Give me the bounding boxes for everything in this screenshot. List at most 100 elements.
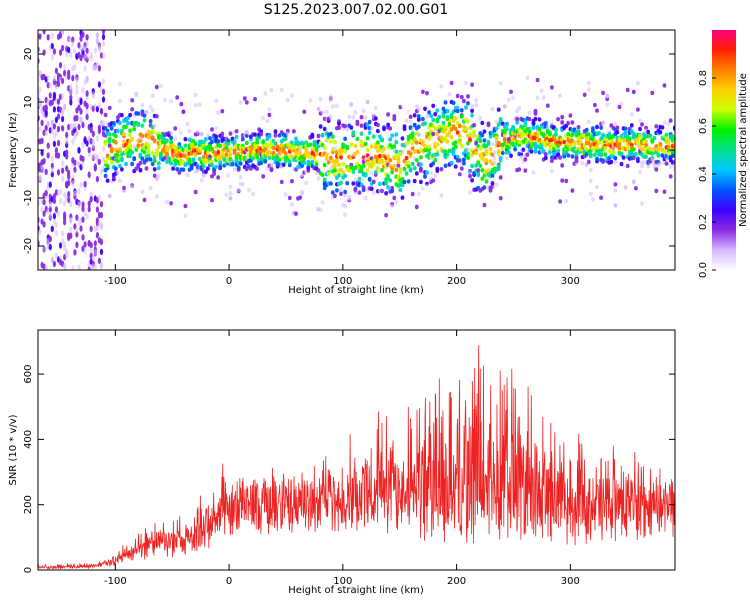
spectrogram-y-ticks: -20 -10 0 10 20 [23,48,675,254]
spectrogram-cell [666,140,671,146]
spectrogram-cell [204,169,208,174]
spectrogram-cell [142,118,147,123]
spectrogram-cell [271,121,276,126]
spectrogram-cell [367,176,372,182]
spectrogram-cell [230,123,235,128]
spectrogram-cell [105,163,110,169]
spectrogram-cell [476,194,481,200]
spectrogram-cell [103,173,108,179]
spectrogram-cell [89,225,93,233]
spectrogram-cell [44,124,48,132]
spectrogram-cell [498,175,503,180]
spectrogram-cell [228,152,233,157]
spectrogram-cell [75,77,79,84]
spectrogram-cell [431,131,436,137]
spectrogram-cell [369,170,374,176]
spectrogram-cell [416,191,421,197]
spectrogram-cell [588,167,593,173]
spectrogram-cell [408,151,413,156]
spectrogram-cell [69,200,73,208]
snr-y-tick-label: 0 [23,567,34,573]
spectrogram-cell [54,67,59,75]
spectrogram-cell [492,185,497,191]
spectrogram-cell [369,186,374,191]
spectrogram-cell [46,120,50,128]
spectrogram-cell [181,167,186,172]
spectrogram-cell [560,163,565,168]
spectrogram-cell [666,121,671,126]
spectrogram-cell [445,114,450,120]
spectrogram-cell [423,106,427,112]
spectrogram-cell [238,161,243,166]
spectrogram-cell [388,126,393,131]
spectrogram-cell [613,188,618,193]
spectrogram-cell [597,131,601,136]
spectrogram-cell [382,105,386,110]
spectrogram-cell [95,61,99,68]
spectrogram-cell [392,195,397,201]
spectrogram-cell [140,102,145,108]
spectrogram-cell [144,166,149,171]
spectrogram-cell [56,98,61,105]
spectrogram-cell [406,163,411,169]
spectrogram-cell [40,137,44,144]
spectrogram-cell [118,147,122,152]
spectrogram-cell [183,137,188,142]
spectrogram-cell [314,147,319,152]
spectrogram-cell [478,138,483,144]
spectrogram-cell [404,171,409,176]
spectrogram-cell [265,119,270,124]
spectrogram-y-axis-label: Frequency (Hz) [8,112,19,188]
spectrogram-cell [617,142,622,147]
spectrogram-cell [412,137,417,142]
spectrogram-cell [38,175,42,182]
spectrogram-cell [484,158,489,163]
spectrogram-cell [599,165,603,170]
spectrogram-cell [154,148,159,153]
spectrogram-cell [457,133,462,138]
spectrogram-cell [111,121,116,126]
spectrogram-cell [124,107,128,113]
spectrogram-cell [459,114,464,119]
spectrogram-cell [48,82,52,89]
spectrogram-cell [560,178,565,183]
spectrogram-cell [75,83,79,90]
spectrogram-cell [159,151,163,156]
spectrogram-cell [146,147,151,153]
spectrogram-cell [85,213,89,220]
spectrogram-cell [474,163,479,168]
spectrogram-cell [95,38,99,45]
spectrogram-cell [468,173,472,179]
spectrogram-cell [277,157,282,162]
spectrogram-cell [105,153,110,158]
spectrogram-cell [234,155,239,161]
spectrogram-cell [308,142,313,147]
spectrogram-cell [613,121,618,127]
spectrogram-cell [662,83,667,88]
spectrogram-cell [353,110,358,115]
spectrogram-cell [388,178,393,183]
spectrogram-cell [201,164,206,169]
spectrogram-cell [453,164,458,169]
spectrogram-cell [619,101,624,106]
spectrogram-cell [345,181,350,186]
spectrogram-cell [435,108,440,113]
spectrogram-cell [126,100,130,105]
spectrogram-cell [54,130,59,137]
spectrogram-cell [113,133,118,139]
spectrogram-cell [541,133,546,139]
spectrogram-cell [373,170,378,175]
spectrogram-cell [445,183,450,188]
spectrogram-cell [376,128,380,134]
spectrogram-cell [412,166,417,171]
spectrogram-cell [548,131,552,137]
spectrogram-cell [63,211,67,218]
spectrogram-cell [124,124,128,129]
spectrogram-cell [75,114,79,122]
spectrogram-cell [333,139,337,145]
spectrogram-cell [290,172,294,177]
spectrogram-cell [328,114,333,119]
spectrogram-cell [525,75,530,81]
spectrogram-cell [44,168,48,175]
spectrogram-cell [69,232,73,239]
